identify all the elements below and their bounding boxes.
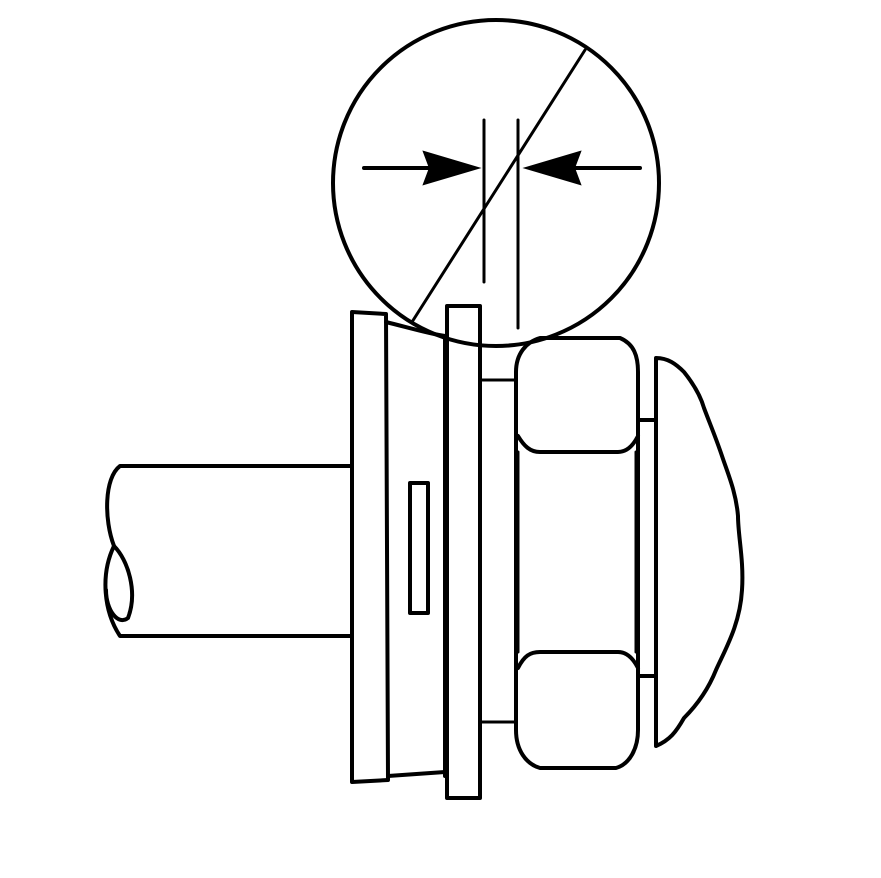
flange-plate: [350, 310, 390, 784]
washer: [445, 304, 482, 800]
hex-nut: [514, 336, 640, 770]
arrow-right-icon: [422, 150, 482, 186]
shaft: [103, 464, 354, 638]
key-slot: [408, 481, 430, 615]
gap-dimension-arrows: [362, 150, 642, 186]
stud: [478, 378, 518, 724]
hub: [384, 320, 447, 778]
detail-circle: [331, 18, 661, 348]
mounting-surface: [636, 356, 745, 748]
arrow-left-icon: [522, 150, 582, 186]
